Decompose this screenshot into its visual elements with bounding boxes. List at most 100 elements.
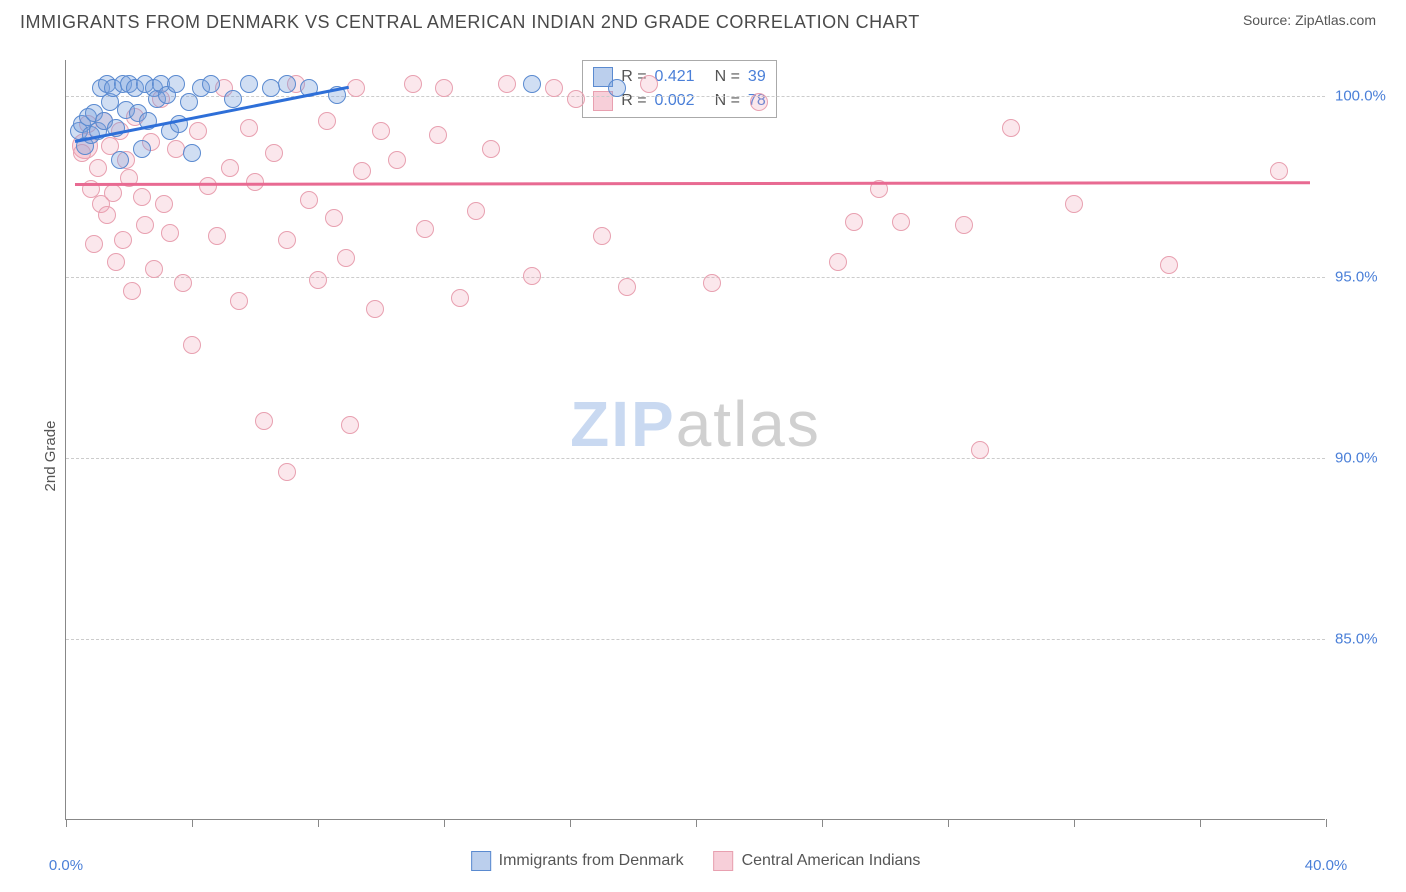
- data-point: [240, 75, 258, 93]
- data-point: [161, 224, 179, 242]
- legend-r-label: R =: [621, 89, 646, 113]
- legend-item-blue: Immigrants from Denmark: [471, 851, 684, 871]
- data-point: [183, 144, 201, 162]
- data-point: [136, 216, 154, 234]
- data-point: [404, 75, 422, 93]
- watermark-zip: ZIP: [570, 388, 676, 460]
- trend-line: [75, 181, 1310, 185]
- data-point: [372, 122, 390, 140]
- data-point: [155, 195, 173, 213]
- data-point: [224, 90, 242, 108]
- data-point: [523, 75, 541, 93]
- data-point: [618, 278, 636, 296]
- data-point: [388, 151, 406, 169]
- data-point: [482, 140, 500, 158]
- data-point: [309, 271, 327, 289]
- data-point: [845, 213, 863, 231]
- data-point: [133, 140, 151, 158]
- data-point: [89, 159, 107, 177]
- data-point: [145, 260, 163, 278]
- data-point: [353, 162, 371, 180]
- data-point: [265, 144, 283, 162]
- y-tick-label: 95.0%: [1335, 269, 1395, 286]
- data-point: [167, 75, 185, 93]
- data-point: [123, 282, 141, 300]
- data-point: [523, 267, 541, 285]
- legend-n-label: N =: [715, 65, 740, 89]
- data-point: [593, 227, 611, 245]
- data-point: [240, 119, 258, 137]
- data-point: [1160, 256, 1178, 274]
- data-point: [366, 300, 384, 318]
- data-point: [98, 206, 116, 224]
- chart-title: IMMIGRANTS FROM DENMARK VS CENTRAL AMERI…: [20, 12, 920, 33]
- data-point: [202, 75, 220, 93]
- legend-swatch-pink: [714, 851, 734, 871]
- data-point: [111, 151, 129, 169]
- x-tick: [696, 819, 697, 827]
- data-point: [429, 126, 447, 144]
- legend-n-label: N =: [715, 89, 740, 113]
- watermark-atlas: atlas: [676, 388, 821, 460]
- data-point: [567, 90, 585, 108]
- data-point: [133, 188, 151, 206]
- chart-container: 2nd Grade ZIPatlas R =0.421N =39R =0.002…: [20, 40, 1386, 872]
- legend-item-pink: Central American Indians: [714, 851, 921, 871]
- x-tick: [66, 819, 67, 827]
- data-point: [892, 213, 910, 231]
- data-point: [208, 227, 226, 245]
- data-point: [416, 220, 434, 238]
- x-tick: [1074, 819, 1075, 827]
- legend-r-value: 0.421: [655, 65, 695, 89]
- data-point: [347, 79, 365, 97]
- y-tick-label: 100.0%: [1335, 88, 1395, 105]
- legend-bottom: Immigrants from Denmark Central American…: [471, 851, 921, 871]
- legend-n-value: 39: [748, 65, 766, 89]
- x-tick: [318, 819, 319, 827]
- legend-label-pink: Central American Indians: [742, 852, 921, 870]
- y-tick-label: 85.0%: [1335, 631, 1395, 648]
- x-tick: [1326, 819, 1327, 827]
- gridline: [66, 277, 1325, 278]
- data-point: [174, 274, 192, 292]
- y-axis-label: 2nd Grade: [42, 421, 59, 492]
- data-point: [104, 184, 122, 202]
- x-tick: [192, 819, 193, 827]
- data-point: [955, 216, 973, 234]
- x-tick: [1200, 819, 1201, 827]
- gridline: [66, 639, 1325, 640]
- data-point: [640, 75, 658, 93]
- x-tick: [570, 819, 571, 827]
- data-point: [1270, 162, 1288, 180]
- data-point: [829, 253, 847, 271]
- data-point: [1002, 119, 1020, 137]
- x-tick: [948, 819, 949, 827]
- data-point: [180, 93, 198, 111]
- data-point: [255, 412, 273, 430]
- x-tick: [822, 819, 823, 827]
- data-point: [278, 231, 296, 249]
- x-tick-label: 0.0%: [49, 857, 83, 874]
- data-point: [300, 191, 318, 209]
- gridline: [66, 458, 1325, 459]
- data-point: [451, 289, 469, 307]
- data-point: [971, 441, 989, 459]
- data-point: [114, 231, 132, 249]
- data-point: [183, 336, 201, 354]
- data-point: [199, 177, 217, 195]
- plot-area: ZIPatlas R =0.421N =39R =0.002N =78 Immi…: [65, 60, 1325, 820]
- legend-swatch-blue: [471, 851, 491, 871]
- watermark: ZIPatlas: [570, 387, 821, 461]
- data-point: [1065, 195, 1083, 213]
- data-point: [318, 112, 336, 130]
- data-point: [750, 93, 768, 111]
- source-label: Source: ZipAtlas.com: [1243, 12, 1376, 28]
- data-point: [545, 79, 563, 97]
- data-point: [85, 235, 103, 253]
- data-point: [703, 274, 721, 292]
- gridline: [66, 96, 1325, 97]
- data-point: [278, 75, 296, 93]
- data-point: [230, 292, 248, 310]
- y-tick-label: 90.0%: [1335, 450, 1395, 467]
- data-point: [221, 159, 239, 177]
